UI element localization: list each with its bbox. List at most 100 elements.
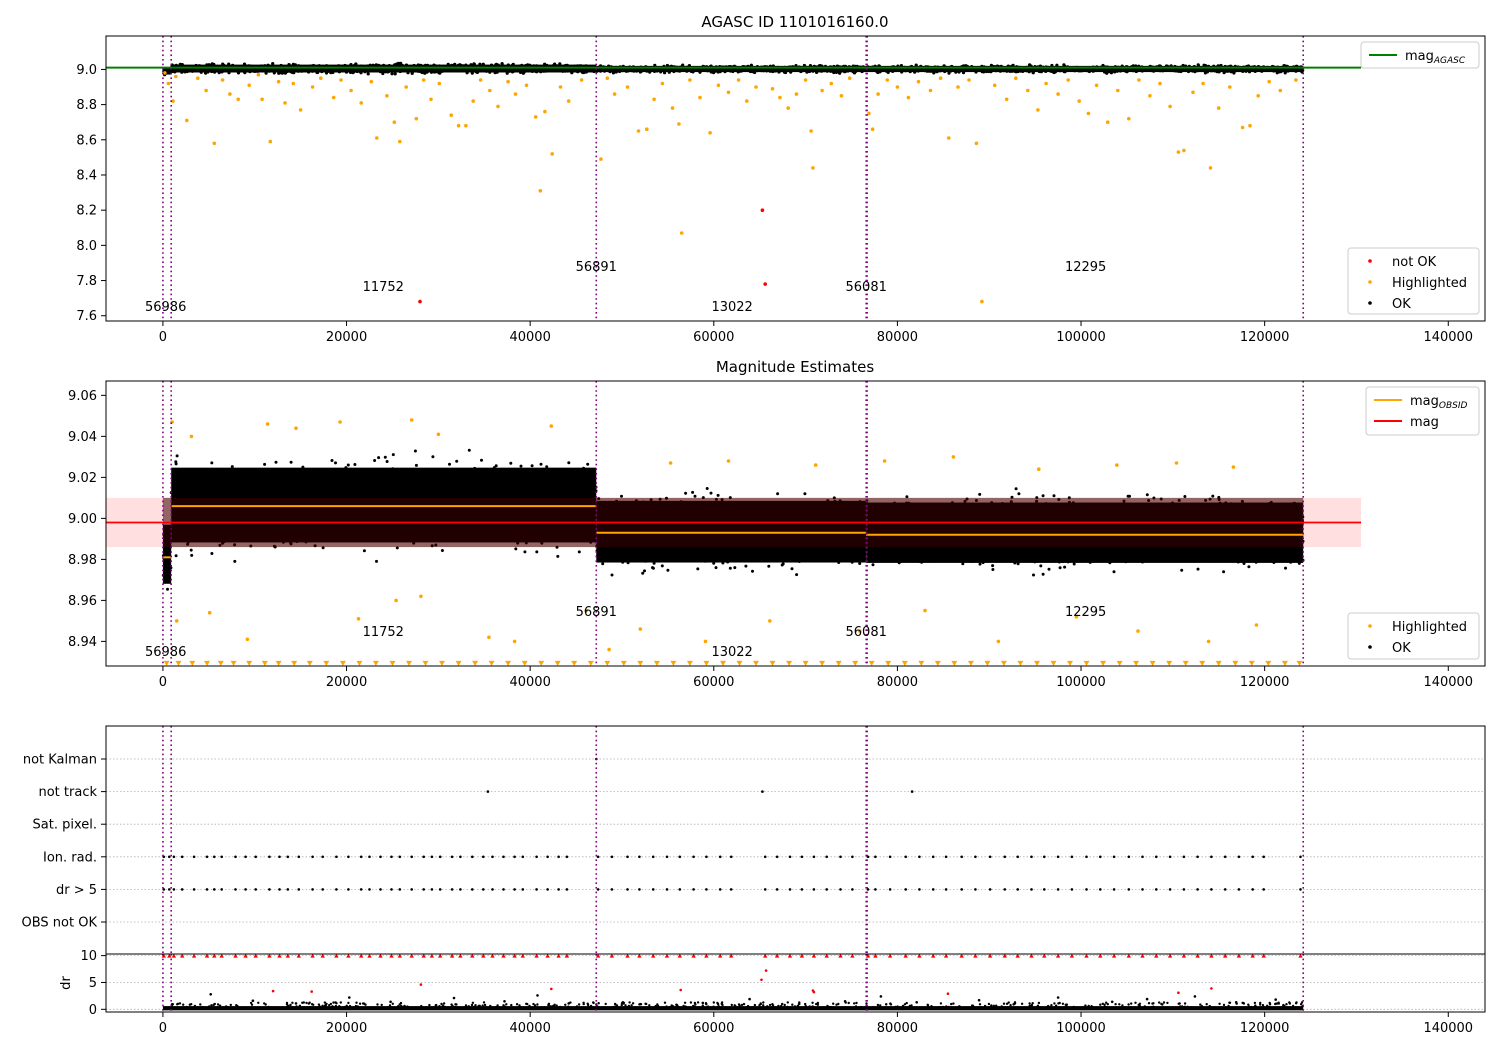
- magnitude-ok-point: [837, 561, 841, 564]
- agasc-ok-point: [1188, 68, 1192, 72]
- agasc-ok-point: [258, 68, 262, 72]
- magnitude-ok-point: [571, 478, 575, 482]
- magnitude-ok-point: [712, 561, 716, 565]
- magnitude-ok-point: [606, 547, 610, 551]
- magnitude-ok-point: [716, 493, 720, 497]
- magnitude-ok-point: [591, 473, 594, 477]
- magnitude-ok-point: [475, 489, 479, 493]
- magnitude-ok-point: [799, 553, 803, 557]
- agasc-ok-point: [877, 69, 882, 73]
- agasc-ok-point: [890, 69, 894, 73]
- magnitude-ok-point: [263, 492, 267, 496]
- magnitude-ok-point: [189, 493, 193, 497]
- magnitude-ok-point: [180, 489, 184, 493]
- magnitude-ok-point: [385, 491, 389, 495]
- magnitude-ok-point: [343, 481, 347, 485]
- agasc-highlighted-point: [488, 88, 492, 93]
- agasc-highlighted-point: [212, 141, 217, 146]
- agasc-legend-lower-label: not OK: [1392, 255, 1437, 270]
- agasc-highlighted-point: [1116, 88, 1120, 93]
- magnitude-ok-point: [359, 485, 363, 489]
- magnitude-ok-point: [169, 566, 173, 570]
- agasc-ok-point: [425, 70, 429, 74]
- agasc-ok-point: [544, 69, 548, 73]
- agasc-ok-point: [506, 63, 510, 67]
- agasc-ok-point: [366, 72, 370, 76]
- agasc-highlighted-point: [385, 94, 389, 98]
- magnitude-ok-point: [432, 484, 436, 488]
- magnitude-ok-point: [250, 485, 254, 489]
- magnitude-ok-point: [567, 461, 571, 465]
- agasc-ok-point: [1031, 68, 1035, 72]
- magnitude-ok-point: [538, 488, 542, 492]
- agasc-ok-point: [584, 68, 589, 72]
- agasc-ok-point: [456, 63, 460, 67]
- magnitude-ok-point: [513, 471, 517, 475]
- agasc-ok-point: [374, 68, 378, 73]
- magnitude-ok-point: [426, 477, 430, 481]
- agasc-highlighted-point: [319, 76, 323, 80]
- agasc-ok-point: [224, 68, 229, 72]
- agasc-ok-point: [505, 71, 509, 75]
- magnitude-ok-point: [542, 468, 546, 472]
- magnitude-ok-point: [857, 555, 861, 559]
- agasc-ok-point: [221, 68, 225, 72]
- magnitude-ok-point: [509, 472, 513, 476]
- agasc-highlighted-point: [298, 108, 303, 112]
- magnitude-ok-point: [197, 486, 201, 490]
- magnitude-ok-point: [189, 548, 193, 552]
- magnitude-ok-point: [443, 476, 447, 480]
- agasc-highlighted-point: [478, 78, 483, 82]
- agasc-highlighted-point: [847, 76, 852, 80]
- agasc-ok-point: [936, 68, 940, 72]
- agasc-highlighted-point: [471, 99, 476, 103]
- agasc-highlighted-point: [1294, 78, 1298, 82]
- magnitude-ok-point: [696, 567, 700, 571]
- agasc-ok-point: [632, 69, 636, 73]
- agasc-ok-point: [469, 69, 473, 73]
- magnitude-ok-point: [557, 485, 561, 488]
- magnitude-ok-point: [714, 550, 718, 554]
- agasc-ok-point: [947, 71, 951, 75]
- magnitude-ok-point: [242, 481, 246, 484]
- magnitude-ok-point: [349, 482, 353, 486]
- agasc-ok-point: [316, 70, 320, 75]
- magnitude-ok-point: [404, 475, 407, 479]
- magnitude-ok-point: [511, 489, 514, 493]
- magnitude-ok-point: [830, 551, 834, 555]
- agasc-highlighted-point: [369, 79, 374, 84]
- magnitude-ok-point: [164, 548, 168, 552]
- agasc-highlighted-point: [1044, 81, 1048, 86]
- magnitude-ok-point: [623, 550, 627, 554]
- magnitude-ok-point: [751, 569, 754, 573]
- agasc-ok-point: [481, 62, 485, 66]
- agasc-ok-point: [861, 69, 866, 73]
- agasc-highlighted-point: [1240, 125, 1245, 130]
- magnitude-ok-point: [549, 481, 553, 485]
- agasc-y-tick-label: 8.8: [76, 98, 97, 113]
- magnitude-ok-point: [428, 485, 432, 489]
- agasc-ok-point: [232, 68, 236, 72]
- magnitude-ok-point: [254, 471, 258, 475]
- magnitude-ok-point: [402, 472, 406, 475]
- agasc-ok-point: [1085, 68, 1089, 73]
- agasc-highlighted-point: [464, 123, 468, 128]
- magnitude-ok-point: [232, 478, 236, 482]
- agasc-highlighted-point: [506, 79, 510, 84]
- magnitude-ok-point: [174, 494, 178, 498]
- agasc-ok-point: [843, 70, 847, 74]
- magnitude-ok-point: [269, 494, 272, 498]
- magnitude-ok-point: [575, 476, 578, 480]
- magnitude-ok-point: [210, 478, 214, 482]
- agasc-highlighted-point: [754, 85, 758, 89]
- magnitude-ok-point: [289, 494, 293, 497]
- magnitude-ok-point: [386, 483, 389, 487]
- agasc-ok-point: [570, 71, 574, 75]
- magnitude-ok-point: [222, 479, 226, 483]
- magnitude-ok-point: [334, 492, 338, 496]
- magnitude-ok-point: [290, 486, 294, 490]
- magnitude-ok-point: [177, 469, 180, 473]
- magnitude-ok-point: [601, 549, 604, 552]
- agasc-ok-point: [252, 69, 257, 73]
- magnitude-ok-point: [280, 484, 284, 488]
